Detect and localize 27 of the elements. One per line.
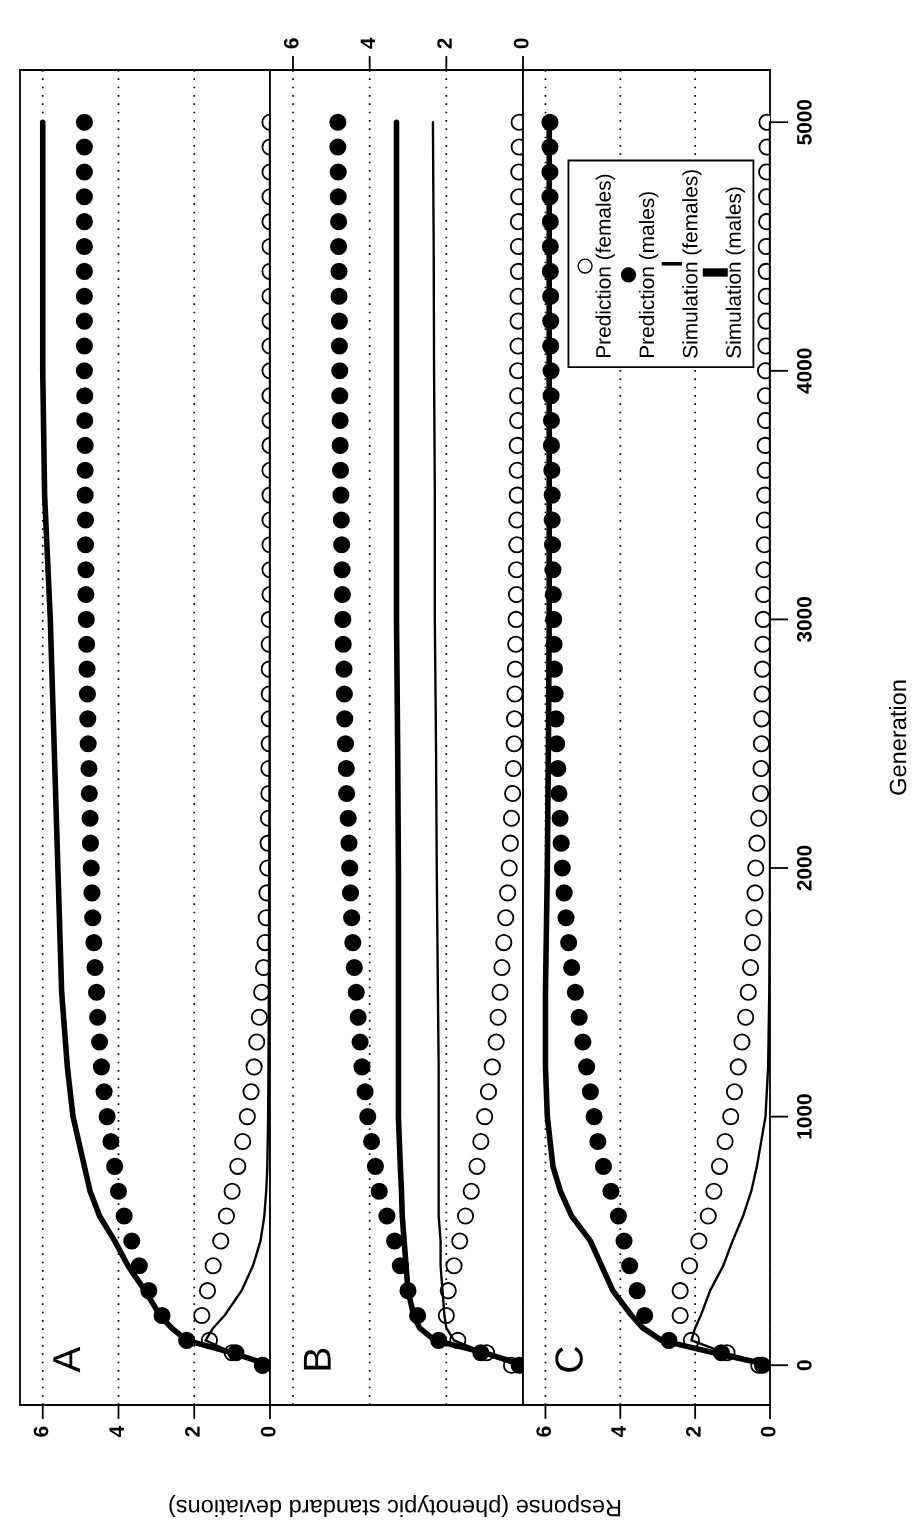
y-tick-label: 2000 (796, 845, 812, 891)
x-tick-label: 2 (437, 38, 452, 49)
x-tick-label: 4 (611, 1425, 626, 1438)
x-tick-label: 6 (536, 1426, 552, 1437)
y-tick-label: 1000 (796, 1094, 812, 1139)
x-tick-label: 6 (283, 38, 299, 49)
x-tick-label: 0 (760, 1426, 776, 1437)
x-tick-label: 4 (109, 1425, 124, 1438)
legend-label: Simulation (females) (682, 170, 702, 358)
y-tick-label: 3000 (796, 597, 812, 643)
legend-label: Simulation (males) (725, 187, 746, 358)
x-tick-label: 2 (685, 1426, 701, 1437)
legend-label: Prediction (males) (638, 192, 659, 358)
y-axis-title: Generation (888, 680, 907, 795)
x-tick-label: 6 (33, 1426, 49, 1437)
x-axis-title: Response (phenotypic standard deviations) (169, 1494, 621, 1518)
text: B (303, 1348, 331, 1370)
legend-label: Prediction (females) (595, 174, 615, 358)
x-tick-label: 0 (513, 38, 529, 49)
x-tick-label: 2 (185, 1426, 200, 1437)
text: A (53, 1346, 81, 1373)
x-tick-label: 0 (260, 1426, 276, 1437)
text: C (555, 1347, 583, 1372)
x-tick-label: 4 (360, 37, 376, 49)
y-tick-label: 4000 (796, 348, 812, 394)
y-tick-label: 5000 (796, 99, 812, 145)
y-tick-label: 0 (796, 1360, 812, 1371)
